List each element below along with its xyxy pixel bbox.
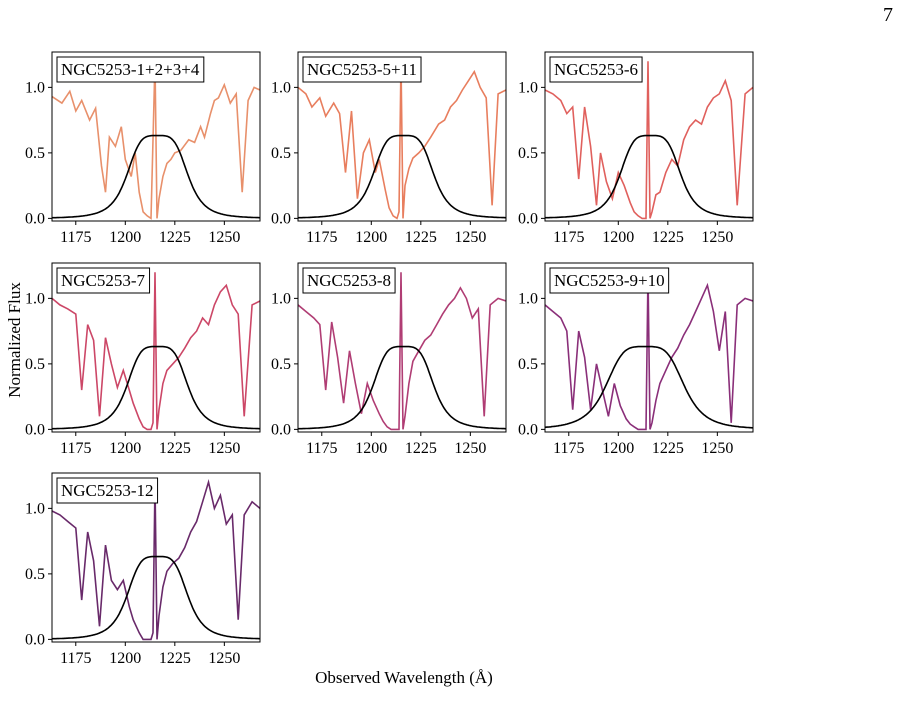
x-tick-label: 1175 (60, 440, 91, 457)
fit-line (52, 555, 260, 640)
x-axis-label: Observed Wavelength (Å) (315, 668, 493, 687)
panel-title-box (549, 56, 643, 83)
spectrum-line (52, 272, 260, 431)
page-number: 7 (883, 4, 893, 26)
y-tick-label: 0.0 (271, 210, 291, 227)
spectrum-line (545, 272, 753, 431)
spectrum-panel: 1175 1200 1225 1250 0.0 0.5 1.0 NGC5253-7 (25, 262, 261, 457)
x-tick-label: 1200 (602, 440, 634, 457)
y-tick-label: 1.0 (271, 79, 291, 96)
panel-frame (51, 262, 261, 433)
y-tick-label: 0.5 (518, 356, 538, 373)
y-tick-label: 0.5 (25, 566, 45, 583)
x-tick-label: 1175 (306, 440, 337, 457)
spectrum-panel: 1175 1200 1225 1250 0.0 0.5 1.0 NGC5253-1+2+3+4 (25, 51, 261, 246)
y-tick-label: 0.0 (25, 210, 45, 227)
panel-title: NGC5253-1+2+3+4 (61, 60, 200, 79)
panel-title: NGC5253-7 (61, 271, 146, 290)
panel-title-box (549, 267, 670, 294)
spectrum-line (52, 61, 260, 220)
panel-title: NGC5253-12 (61, 481, 154, 500)
x-tick-label: 1225 (159, 229, 191, 246)
x-tick-label: 1225 (159, 650, 191, 667)
x-tick-label: 1225 (652, 229, 684, 246)
x-tick-label: 1200 (355, 440, 387, 457)
y-tick-label: 1.0 (271, 290, 291, 307)
y-tick-label: 1.0 (518, 290, 538, 307)
panel-grid: 1175 1200 1225 1250 0.0 0.5 1.0 NGC5253-1+2+3+4… (25, 51, 754, 667)
panel-title: NGC5253-6 (554, 60, 638, 79)
y-tick-label: 0.0 (518, 210, 538, 227)
x-tick-label: 1200 (602, 229, 634, 246)
x-tick-label: 1175 (306, 229, 337, 246)
x-tick-label: 1250 (701, 440, 733, 457)
panel-frame (297, 262, 507, 433)
panel-frame (51, 472, 261, 643)
fit-line (298, 345, 506, 430)
y-tick-label: 0.5 (518, 145, 538, 162)
fit-line (545, 345, 753, 429)
panel-title: NGC5253-5+11 (307, 60, 417, 79)
spectrum-panel: 1175 1200 1225 1250 0.0 0.5 1.0 NGC5253-12 (25, 472, 261, 667)
x-tick-label: 1200 (109, 650, 141, 667)
x-tick-label: 1225 (405, 229, 437, 246)
y-axis-label: Normalized Flux (5, 282, 24, 398)
y-tick-label: 0.0 (25, 631, 45, 648)
x-tick-label: 1200 (355, 229, 387, 246)
y-tick-label: 1.0 (518, 79, 538, 96)
x-tick-label: 1250 (701, 229, 733, 246)
x-tick-label: 1200 (109, 440, 141, 457)
x-tick-label: 1200 (109, 229, 141, 246)
y-tick-label: 1.0 (25, 79, 45, 96)
panel-frame (544, 51, 754, 222)
y-tick-label: 0.5 (25, 356, 45, 373)
x-tick-label: 1250 (208, 650, 240, 667)
x-tick-label: 1250 (208, 229, 240, 246)
x-tick-label: 1250 (208, 440, 240, 457)
panel-title: NGC5253-8 (307, 271, 391, 290)
x-tick-label: 1175 (553, 229, 584, 246)
x-tick-label: 1175 (60, 650, 91, 667)
panel-title-box (302, 56, 422, 83)
spectrum-panel: 1175 1200 1225 1250 0.0 0.5 1.0 NGC5253-8 (271, 262, 507, 457)
panel-title-box (56, 477, 159, 504)
panel-title-box (56, 56, 205, 83)
x-tick-label: 1175 (60, 229, 91, 246)
spectrum-line (52, 479, 260, 641)
spectrum-panel: 1175 1200 1225 1250 0.0 0.5 1.0 NGC5253-9+10 (518, 262, 754, 457)
fit-line (52, 345, 260, 430)
spectrum-line (298, 272, 506, 431)
panel-frame (51, 51, 261, 222)
panel-frame (297, 51, 507, 222)
fit-line (52, 134, 260, 219)
x-tick-label: 1175 (553, 440, 584, 457)
x-tick-label: 1225 (652, 440, 684, 457)
y-tick-label: 1.0 (25, 500, 45, 517)
y-tick-label: 0.0 (25, 421, 45, 438)
panel-title-box (302, 267, 396, 294)
panel-title-box (56, 267, 151, 294)
spectrum-line (545, 61, 753, 220)
panel-frame (544, 262, 754, 433)
x-tick-label: 1250 (454, 440, 486, 457)
panel-title: NGC5253-9+10 (554, 271, 665, 290)
x-tick-label: 1250 (454, 229, 486, 246)
y-tick-label: 0.5 (271, 145, 291, 162)
y-tick-label: 0.5 (25, 145, 45, 162)
y-tick-label: 0.0 (271, 421, 291, 438)
x-tick-label: 1225 (405, 440, 437, 457)
spectrum-line (298, 61, 506, 220)
y-tick-label: 0.5 (271, 356, 291, 373)
spectrum-panel: 1175 1200 1225 1250 0.0 0.5 1.0 NGC5253-5+11 (271, 51, 507, 246)
y-tick-label: 0.0 (518, 421, 538, 438)
fit-line (545, 134, 753, 219)
spectrum-panel: 1175 1200 1225 1250 0.0 0.5 1.0 NGC5253-6 (518, 51, 754, 246)
x-tick-label: 1225 (159, 440, 191, 457)
y-tick-label: 1.0 (25, 290, 45, 307)
fit-line (298, 134, 506, 219)
